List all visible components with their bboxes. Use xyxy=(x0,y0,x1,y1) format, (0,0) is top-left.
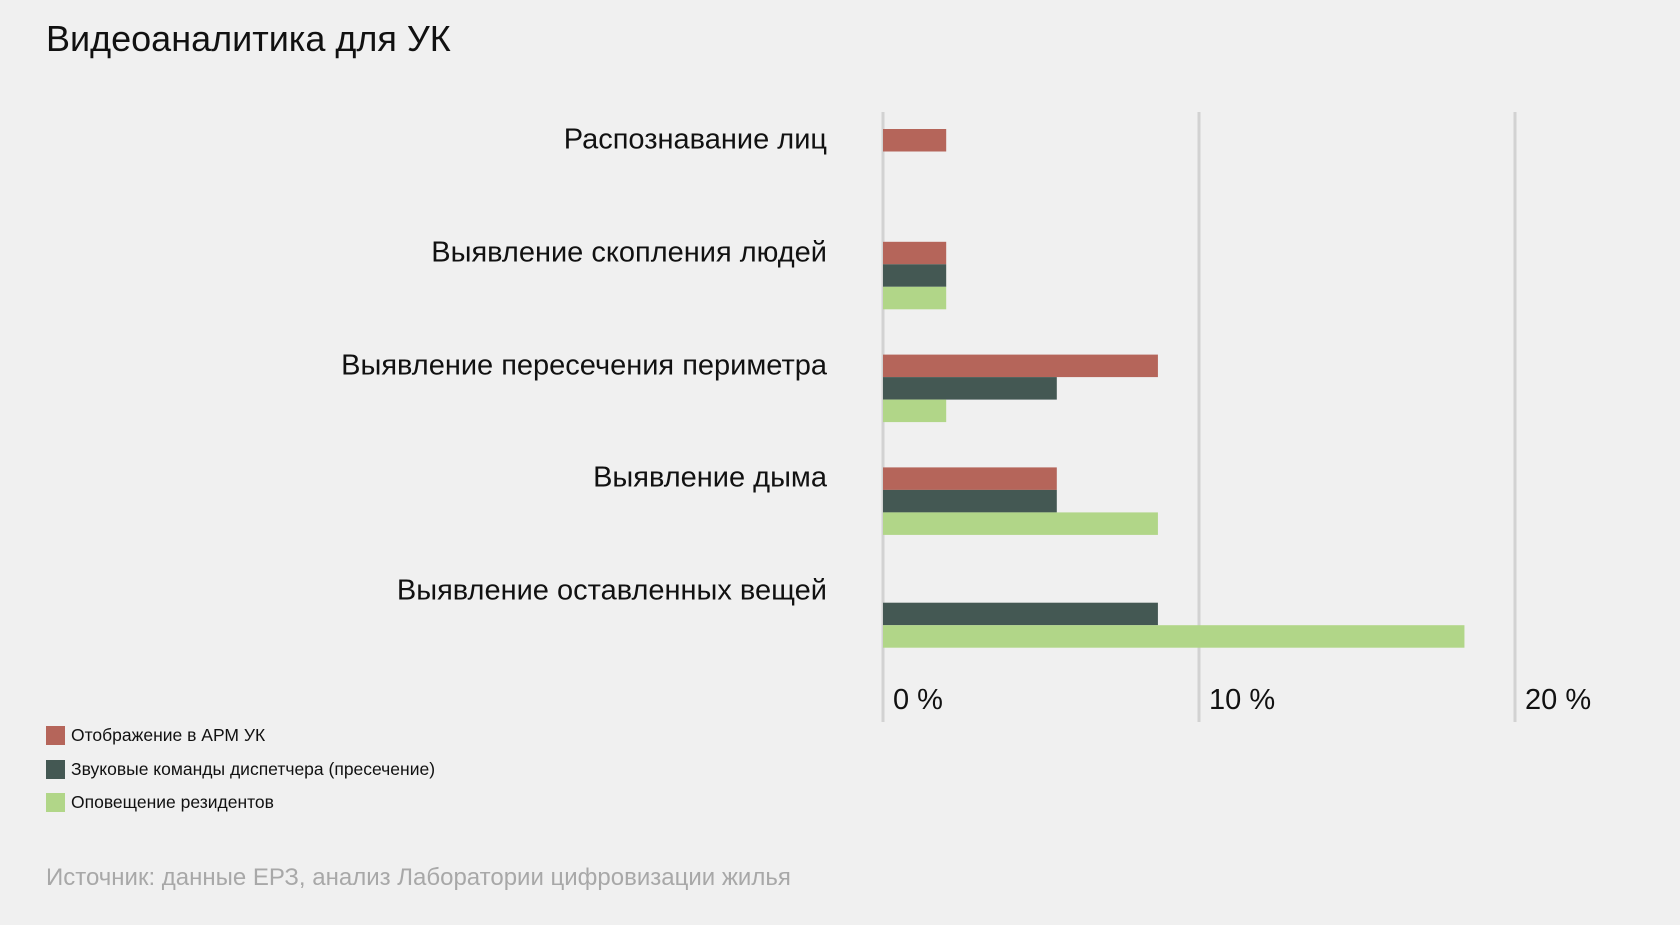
tick-label: 0 % xyxy=(893,684,943,716)
bar xyxy=(883,286,947,310)
bar xyxy=(883,512,1158,535)
category-label: Выявление дыма xyxy=(593,461,827,494)
bar xyxy=(883,354,1158,378)
legend: Отображение в АРМ УК Звуковые команды дис… xyxy=(46,719,435,820)
bar xyxy=(883,241,947,265)
legend-item: Оповещение резидентов xyxy=(46,786,435,820)
legend-item: Звуковые команды диспетчера (пресечение) xyxy=(46,753,435,787)
bar xyxy=(883,602,1158,626)
bar xyxy=(883,489,1057,513)
tick-label: 10 % xyxy=(1209,684,1276,716)
legend-swatch xyxy=(46,793,65,813)
legend-label: Отображение в АРМ УК xyxy=(71,725,266,746)
legend-swatch xyxy=(46,726,65,746)
category-label: Выявление пересечения периметра xyxy=(341,349,827,382)
bar xyxy=(883,625,1465,648)
legend-item: Отображение в АРМ УК xyxy=(46,719,435,753)
legend-label: Звуковые команды диспетчера (пресечение) xyxy=(71,758,436,779)
legend-label: Оповещение резидентов xyxy=(71,792,274,813)
bar xyxy=(883,264,947,287)
category-label: Распознавание лиц xyxy=(563,123,827,156)
bar xyxy=(883,377,1057,400)
bar xyxy=(883,467,1057,490)
category-label: Выявление скопления людей xyxy=(431,236,827,269)
bar xyxy=(883,129,947,152)
category-label: Выявление оставленных вещей xyxy=(396,574,827,607)
legend-swatch xyxy=(46,759,65,779)
tick-label: 20 % xyxy=(1525,684,1592,716)
bar xyxy=(883,399,947,423)
chart-title: Видеоаналитика для УК xyxy=(46,18,451,59)
source-note: Источник: данные ЕРЗ, анализ Лаборатории… xyxy=(46,864,791,891)
